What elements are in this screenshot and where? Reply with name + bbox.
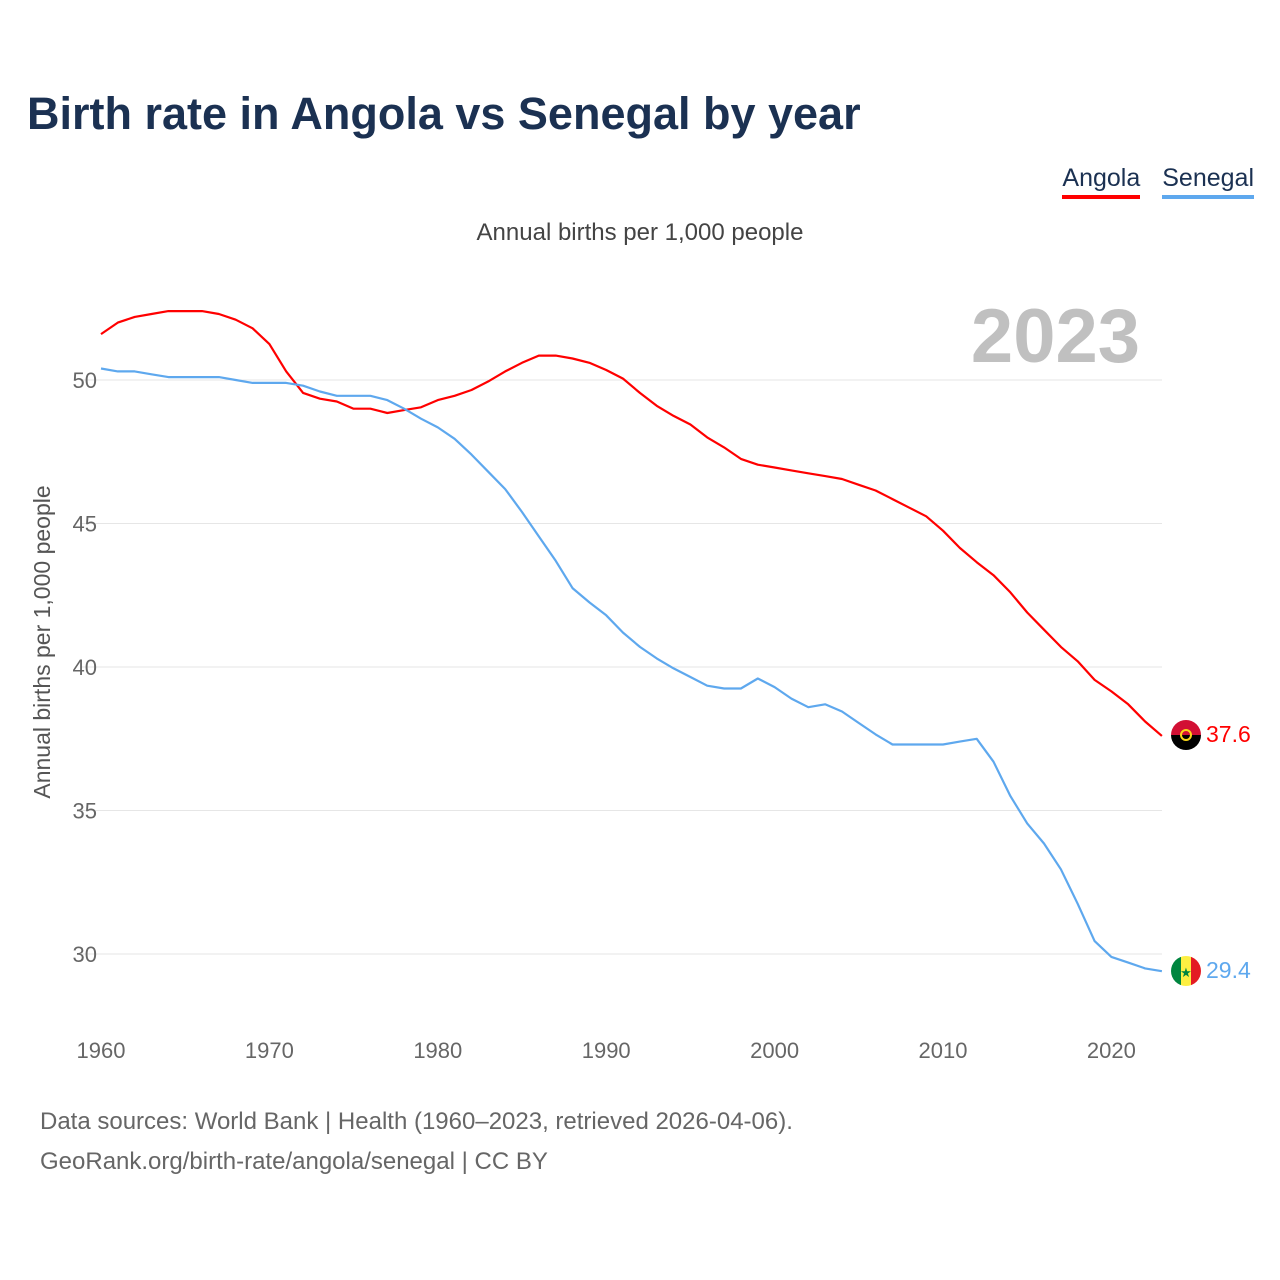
x-tick-label: 1990 bbox=[582, 1038, 631, 1063]
senegal-end-label: 29.4 bbox=[1206, 957, 1251, 983]
year-label: 2023 bbox=[971, 294, 1140, 379]
footer-source: Data sources: World Bank | Health (1960–… bbox=[40, 1108, 793, 1135]
legend-angola[interactable]: Angola bbox=[1062, 164, 1141, 199]
footer-url[interactable]: GeoRank.org/birth-rate/angola/senegal | … bbox=[40, 1148, 548, 1175]
x-tick-label: 2010 bbox=[919, 1038, 968, 1063]
legend: Angola Senegal bbox=[1062, 164, 1254, 199]
angola-end-label: 37.6 bbox=[1206, 721, 1251, 747]
chart-title: Birth rate in Angola vs Senegal by year bbox=[27, 88, 861, 139]
y-tick-label: 50 bbox=[73, 368, 97, 393]
legend-senegal[interactable]: Senegal bbox=[1162, 164, 1254, 199]
x-tick-label: 2000 bbox=[750, 1038, 799, 1063]
angola-flag-icon bbox=[1171, 720, 1201, 750]
x-tick-label: 2020 bbox=[1087, 1038, 1136, 1063]
x-tick-label: 1970 bbox=[245, 1038, 294, 1063]
angola-line bbox=[100, 310, 1163, 737]
senegal-line bbox=[100, 367, 1163, 973]
y-tick-label: 45 bbox=[73, 512, 97, 537]
senegal-flag-icon: ★ bbox=[1171, 956, 1201, 986]
y-tick-label: 30 bbox=[73, 942, 97, 967]
x-tick-label: 1980 bbox=[413, 1038, 462, 1063]
y-tick-label: 40 bbox=[73, 655, 97, 680]
y-tick-label: 35 bbox=[73, 799, 97, 824]
y-axis-label: Annual births per 1,000 people bbox=[29, 485, 55, 798]
chart-subtitle: Annual births per 1,000 people bbox=[477, 219, 804, 246]
svg-text:★: ★ bbox=[1180, 965, 1192, 980]
x-tick-label: 1960 bbox=[77, 1038, 126, 1063]
